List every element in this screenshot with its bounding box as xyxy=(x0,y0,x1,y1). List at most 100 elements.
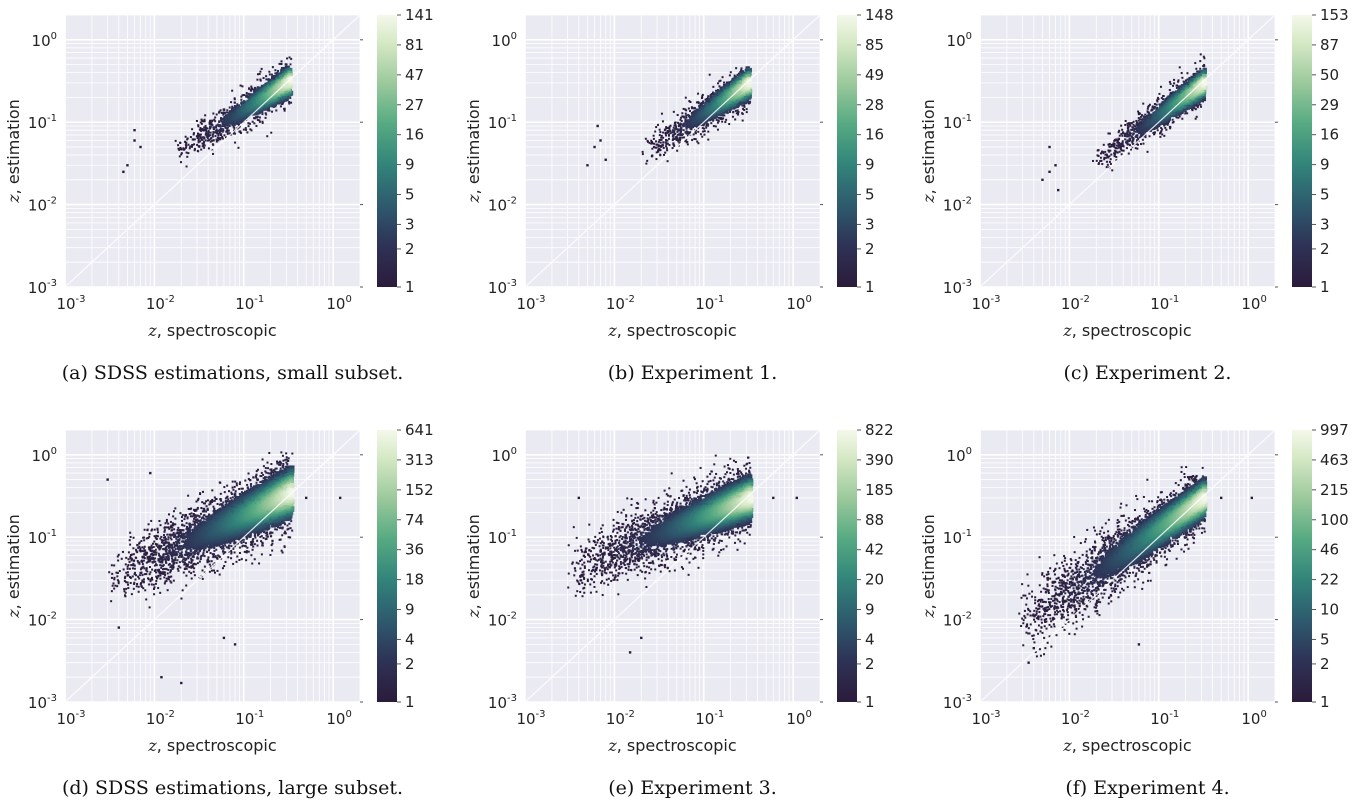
data-point xyxy=(259,480,262,483)
data-point xyxy=(681,112,684,115)
data-point xyxy=(136,582,139,585)
data-point xyxy=(162,558,165,561)
data-point xyxy=(208,513,211,516)
data-point xyxy=(162,542,165,545)
data-point xyxy=(253,90,258,95)
data-point xyxy=(265,534,268,537)
data-point xyxy=(208,123,211,126)
data-point xyxy=(178,561,181,564)
data-point xyxy=(1132,143,1135,146)
data-point xyxy=(718,80,721,83)
data-point xyxy=(211,489,214,492)
data-point xyxy=(281,526,284,529)
data-point xyxy=(230,549,233,552)
data-point xyxy=(742,107,745,110)
data-point xyxy=(185,584,188,587)
data-point xyxy=(187,557,190,560)
data-point xyxy=(707,138,710,141)
data-point xyxy=(242,538,245,541)
data-point xyxy=(177,144,180,147)
data-point xyxy=(1128,137,1131,140)
data-point xyxy=(183,148,186,151)
data-point xyxy=(1109,158,1112,161)
data-point xyxy=(141,574,144,577)
data-point xyxy=(155,544,158,547)
data-point xyxy=(1168,89,1171,92)
data-point xyxy=(181,514,184,517)
data-point xyxy=(129,543,132,546)
data-point xyxy=(676,133,679,136)
data-point xyxy=(153,535,156,538)
data-point xyxy=(274,467,277,470)
data-point xyxy=(155,580,158,583)
data-point xyxy=(235,484,238,487)
data-point xyxy=(182,529,185,532)
data-point xyxy=(177,565,180,568)
data-point xyxy=(168,527,171,530)
data-point xyxy=(721,76,724,79)
data-point xyxy=(1197,104,1200,107)
data-point xyxy=(233,123,236,126)
data-point xyxy=(692,133,695,136)
data-point xyxy=(231,480,234,483)
data-point xyxy=(650,142,653,145)
data-point xyxy=(291,529,294,532)
data-point xyxy=(155,575,158,578)
data-point xyxy=(671,139,674,142)
data-point xyxy=(264,467,267,470)
data-point xyxy=(205,500,208,503)
data-point xyxy=(146,529,149,532)
data-point xyxy=(214,571,217,574)
outlier-point xyxy=(1054,164,1057,167)
data-point xyxy=(210,569,213,572)
data-point xyxy=(728,81,731,84)
data-point xyxy=(159,524,162,527)
colorbar-tick-label: 28 xyxy=(865,96,884,114)
data-point xyxy=(224,136,227,139)
data-point xyxy=(177,546,180,549)
data-point xyxy=(165,541,168,544)
data-point xyxy=(167,526,170,529)
data-point xyxy=(269,553,272,556)
data-point xyxy=(282,463,285,466)
data-point xyxy=(1126,131,1129,134)
data-point xyxy=(220,129,223,132)
data-point xyxy=(139,550,142,553)
data-point xyxy=(189,548,192,551)
data-point xyxy=(255,481,258,484)
data-point xyxy=(164,548,167,551)
data-point xyxy=(656,123,659,126)
data-point xyxy=(110,590,113,593)
data-point xyxy=(277,526,280,529)
data-point xyxy=(118,570,121,573)
colorbar-tick-label: 2 xyxy=(865,240,875,258)
data-point xyxy=(218,544,221,547)
data-point xyxy=(152,588,155,591)
data-point xyxy=(662,153,665,156)
data-point xyxy=(117,582,120,585)
data-point xyxy=(654,130,657,133)
data-point xyxy=(251,562,254,565)
data-point xyxy=(240,487,243,490)
data-point xyxy=(154,536,157,539)
data-point xyxy=(289,96,292,99)
data-point xyxy=(204,114,207,117)
data-point xyxy=(667,133,670,136)
data-point xyxy=(183,524,186,527)
data-point xyxy=(165,568,168,571)
data-point xyxy=(174,534,177,537)
data-point xyxy=(1153,131,1156,134)
data-point xyxy=(130,593,133,596)
data-point xyxy=(735,67,738,70)
data-point xyxy=(1121,144,1124,147)
data-point xyxy=(137,590,140,593)
data-point xyxy=(240,121,243,124)
data-point xyxy=(253,117,256,120)
data-point xyxy=(228,106,231,109)
data-point xyxy=(1124,138,1127,141)
data-point xyxy=(142,536,145,539)
data-point xyxy=(712,125,715,128)
data-point xyxy=(703,127,706,130)
